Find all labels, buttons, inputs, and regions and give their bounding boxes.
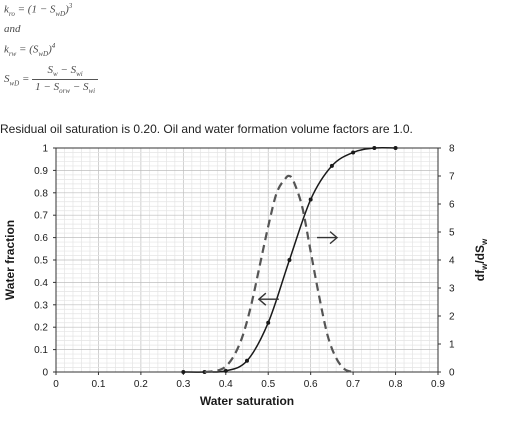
x-tick-label: 0.7 — [346, 379, 360, 390]
y-tick-label: 0.8 — [34, 188, 48, 199]
fractional-flow-point — [372, 146, 377, 150]
swd-symbol: S — [4, 73, 10, 86]
fractional-flow-point — [351, 150, 356, 155]
fractional-flow-point — [266, 320, 271, 325]
krw-rhs: = (S — [19, 43, 39, 56]
y2-tick-label: 1 — [449, 340, 455, 351]
krw-rhs-close: ) — [48, 43, 52, 56]
krw-subscript: rw — [8, 49, 17, 58]
y-tick-label: 0.7 — [34, 211, 48, 222]
x-tick-label: 0.6 — [304, 379, 318, 390]
kro-rhs: = (1 − S — [17, 3, 56, 16]
y2-tick-label: 2 — [449, 312, 455, 323]
krw-exponent: 4 — [51, 42, 56, 50]
x-axis-label: Water saturation — [200, 394, 294, 408]
krw-symbol: k — [4, 43, 9, 56]
swd-fraction: Sw − Swi 1 − Sorw − Swi — [32, 64, 99, 96]
x-tick-label: 0.2 — [134, 379, 148, 390]
y-tick-label: 0.6 — [34, 233, 48, 244]
fractional-flow-point — [223, 368, 228, 373]
derivative-series-line — [204, 174, 354, 374]
residual-oil-note: Residual oil saturation is 0.20. Oil and… — [0, 122, 413, 136]
y2-tick-label: 8 — [449, 144, 455, 155]
x-tick-label: 0.4 — [219, 379, 233, 390]
fractional-flow-point — [308, 197, 313, 202]
y2-tick-label: 0 — [449, 368, 455, 379]
y-tick-label: 0.2 — [34, 323, 48, 334]
swd-subscript: wD — [9, 79, 20, 88]
x-tick-label: 0.5 — [261, 379, 275, 390]
x-tick-label: 0.3 — [176, 379, 190, 390]
fractional-flow-point — [245, 358, 249, 363]
swd-equals: = — [21, 73, 30, 86]
x-tick-label: 0.9 — [431, 379, 445, 390]
y2-tick-label: 4 — [449, 256, 455, 267]
y-tick-label: 0.4 — [34, 278, 48, 289]
y-tick-label: 0.3 — [34, 300, 48, 311]
fractional-flow-point — [393, 146, 398, 150]
swd-numerator: Sw − Swi — [32, 64, 99, 81]
kro-symbol: k — [4, 3, 9, 16]
x-tick-label: 0.8 — [389, 379, 403, 390]
y-tick-label: 1 — [42, 144, 48, 155]
y-tick-label: 0 — [42, 368, 48, 379]
arrow-left-icon — [257, 292, 267, 306]
y2-tick-label: 3 — [449, 284, 455, 295]
y-tick-label: 0.9 — [34, 166, 48, 177]
krw-rhs-subscript: wD — [38, 49, 49, 58]
y2-tick-label: 6 — [449, 200, 455, 211]
kro-subscript: ro — [8, 9, 15, 18]
and-word: and — [4, 23, 21, 35]
swd-equation: SwD = Sw − Swi 1 − Sorw − Swi — [4, 64, 99, 96]
krw-equation: krw = (SwD)4 — [4, 42, 55, 58]
y-tick-label: 0.5 — [34, 256, 48, 267]
kro-rhs-subscript: wD — [55, 9, 66, 18]
fractional-flow-point — [181, 370, 186, 374]
fractional-flow-point — [329, 163, 334, 168]
y-tick-label: 0.1 — [34, 345, 48, 356]
x-tick-label: 0 — [53, 379, 59, 390]
y-axis-label: Water fraction — [3, 220, 17, 300]
arrow-right-icon — [329, 231, 339, 245]
y2-axis-label: dfw/dSw — [473, 238, 489, 281]
x-tick-label: 0.1 — [91, 379, 105, 390]
kro-rhs-close: ) — [65, 3, 69, 16]
kro-equation: kro = (1 − SwD)3 — [4, 2, 72, 18]
swd-denominator: 1 − Sorw − Swi — [35, 81, 96, 96]
y2-tick-label: 7 — [449, 172, 455, 183]
kro-exponent: 3 — [68, 2, 73, 10]
fractional-flow-point — [287, 258, 292, 262]
y2-tick-label: 5 — [449, 228, 455, 239]
